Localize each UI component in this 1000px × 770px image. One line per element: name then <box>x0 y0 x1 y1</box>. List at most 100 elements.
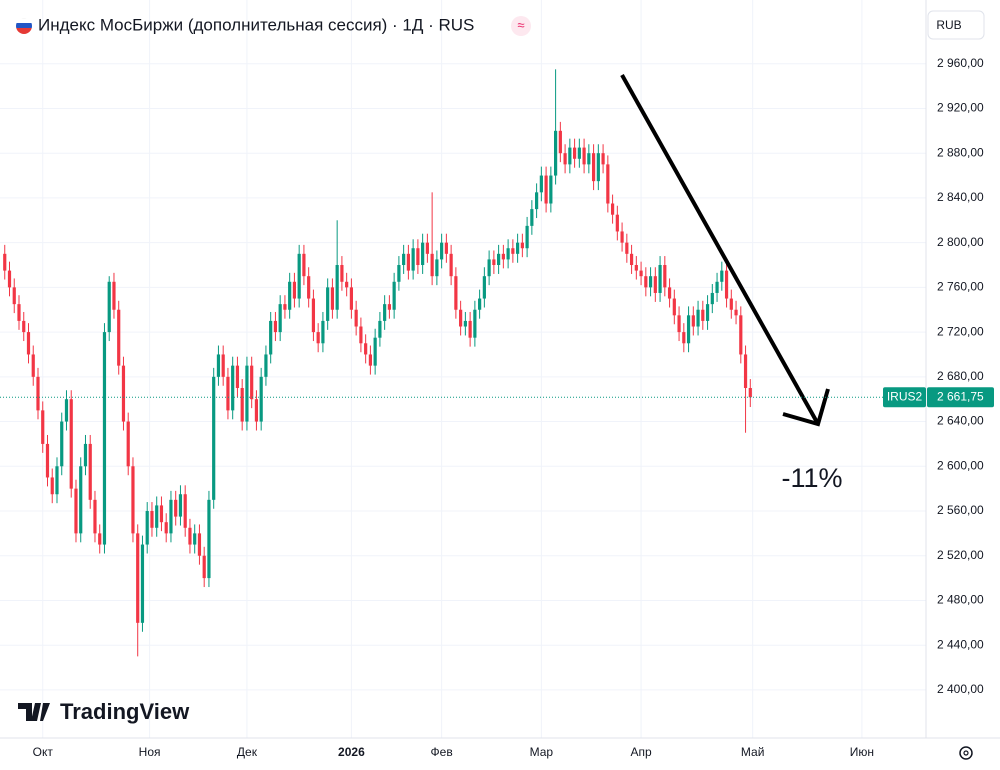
candle-body <box>444 242 448 254</box>
candle-body <box>402 253 406 266</box>
candles <box>3 69 752 657</box>
y-tick-label: 2 600,00 <box>937 458 984 472</box>
candle-body <box>259 376 263 422</box>
y-tick-label: 2 560,00 <box>937 503 984 517</box>
candle-body <box>174 499 178 517</box>
x-tick-label: Окт <box>33 745 54 759</box>
candle-body <box>41 410 45 444</box>
candle-body <box>392 281 396 310</box>
candle-body <box>321 320 325 344</box>
candle-body <box>155 505 159 528</box>
trend-arrow <box>620 74 820 425</box>
candle-body <box>112 281 116 310</box>
candle-body <box>3 253 7 271</box>
candle-body <box>83 443 88 467</box>
candle-body <box>487 259 491 277</box>
candle-body <box>478 298 482 310</box>
candle-body <box>482 276 486 299</box>
candle-body <box>311 298 316 333</box>
candle-body <box>302 253 306 277</box>
candle-body <box>644 276 648 288</box>
candle-body <box>530 209 534 226</box>
symbol-label: IRUS2 <box>887 389 923 403</box>
candle-body <box>729 298 733 310</box>
x-tick-label: Апр <box>630 745 652 759</box>
candle-body <box>677 315 681 333</box>
x-tick-label: Май <box>741 745 765 759</box>
candle-body <box>397 265 401 282</box>
candle-body <box>359 326 363 344</box>
candle-body <box>563 153 567 165</box>
candle-body <box>421 242 425 266</box>
candle-body <box>387 304 391 310</box>
candle-body <box>629 253 634 266</box>
candle-body <box>235 365 240 389</box>
y-tick-label: 2 640,00 <box>937 414 984 428</box>
candle-body <box>159 505 164 523</box>
candle-body <box>601 153 605 165</box>
candle-body <box>121 365 126 422</box>
y-tick-label: 2 680,00 <box>937 369 984 383</box>
candle-body <box>278 304 282 333</box>
candle-body <box>107 281 111 333</box>
candle-body <box>459 309 463 327</box>
flag-icon <box>16 18 32 34</box>
candle-body <box>140 544 145 623</box>
candle-body <box>663 265 667 288</box>
candle-body <box>207 499 211 579</box>
candle-body <box>254 399 259 422</box>
candle-body <box>335 265 339 310</box>
candle-body <box>672 298 676 316</box>
y-tick-label: 2 400,00 <box>937 682 984 696</box>
settings-icon[interactable] <box>959 746 973 760</box>
candle-body <box>582 147 586 165</box>
x-tick-label: Дек <box>237 745 258 759</box>
candle-body <box>74 488 78 534</box>
candle-body <box>606 164 610 204</box>
candle-body <box>620 231 624 243</box>
candle-body <box>648 276 653 288</box>
candle-body <box>516 242 520 254</box>
candle-body <box>145 511 149 545</box>
candle-body <box>425 242 429 254</box>
candle-body <box>686 315 691 344</box>
x-tick-label: Ноя <box>139 745 161 759</box>
candle-body <box>250 365 254 400</box>
candle-body <box>743 354 748 389</box>
candle-body <box>554 130 558 176</box>
axes: 2 400,00 2 440,00 2 480,00 2 520,00 2 560,00… <box>0 56 994 759</box>
candle-body <box>126 421 130 467</box>
candle-body <box>383 304 387 321</box>
grid <box>0 0 926 738</box>
indicator-glyph: ≈ <box>517 17 524 32</box>
candle-body <box>539 175 543 193</box>
candle-body <box>535 192 539 210</box>
candle-body <box>22 320 26 333</box>
currency-button[interactable] <box>927 10 985 40</box>
y-tick-label: 2 760,00 <box>937 280 984 294</box>
candle-body <box>710 292 714 305</box>
y-tick-label: 2 880,00 <box>937 145 984 159</box>
candle-body <box>639 270 643 277</box>
annotation: -11% <box>781 463 842 493</box>
symbol-tag <box>883 387 926 408</box>
candle-body <box>88 443 92 500</box>
candle-body <box>525 225 529 249</box>
candle-body <box>273 320 278 333</box>
candle-body <box>591 153 596 182</box>
candle-body <box>183 494 187 528</box>
candle-body <box>449 253 453 277</box>
candle-body <box>506 248 510 260</box>
candle-body <box>349 287 354 310</box>
candle-body <box>440 242 444 260</box>
candle-body <box>231 365 235 411</box>
candle-body <box>64 399 69 422</box>
candle-body <box>691 315 695 327</box>
y-tick-label: 2 960,00 <box>937 56 984 70</box>
candle-body <box>634 265 638 271</box>
candle-body <box>549 175 553 204</box>
candle-body <box>17 304 21 321</box>
candle-body <box>340 265 344 282</box>
candle-body <box>131 466 135 534</box>
